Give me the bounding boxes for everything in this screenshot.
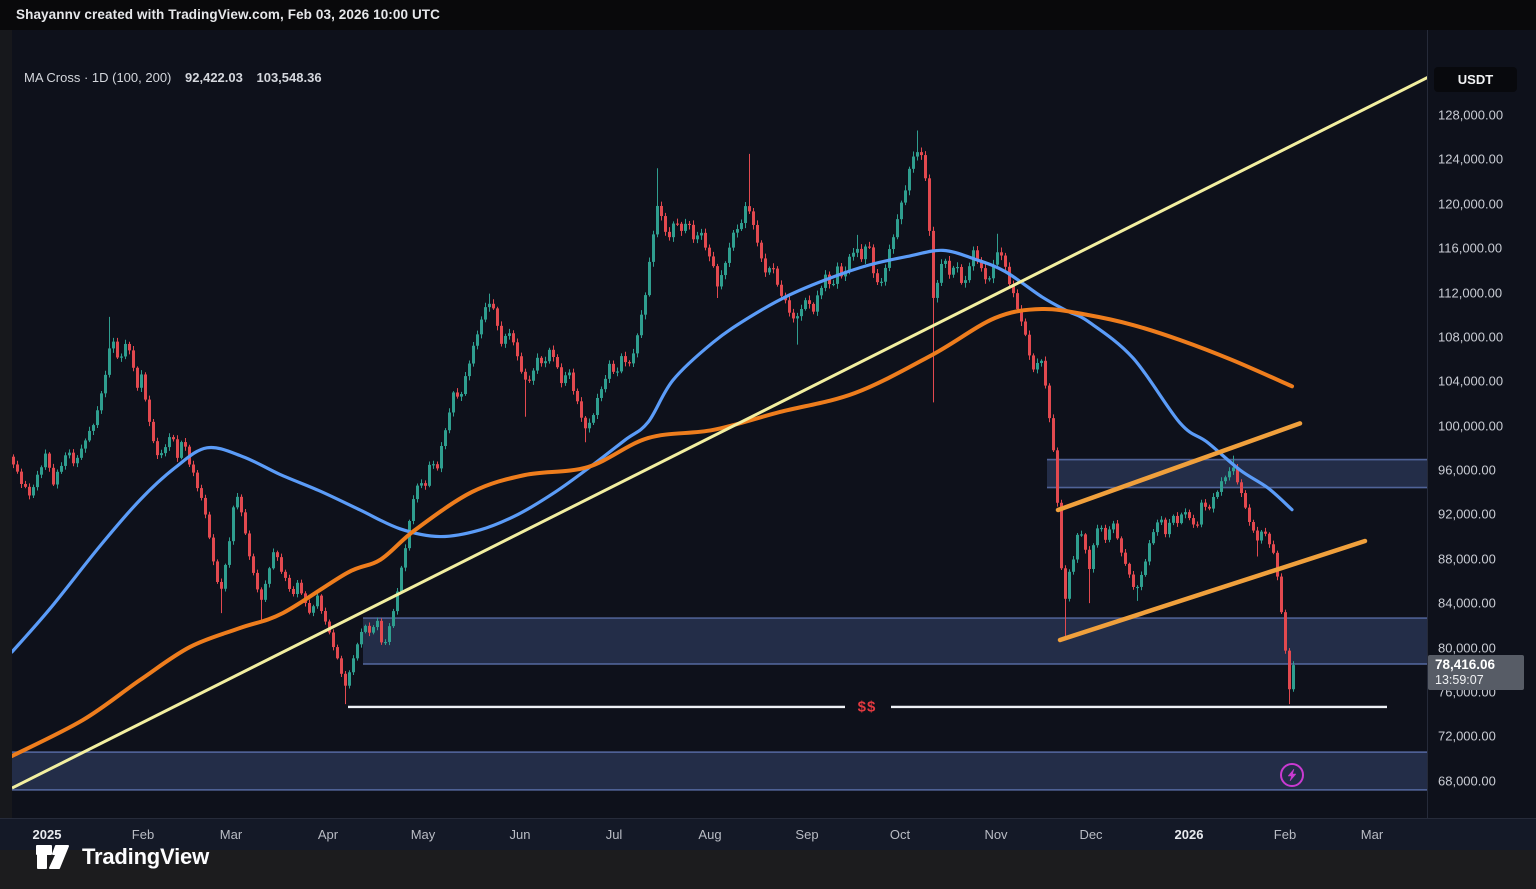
time-scale-label: Sep bbox=[795, 827, 819, 842]
trendline-long-diagonal[interactable] bbox=[11, 69, 1441, 790]
price-scale[interactable]: 128,000.00 124,000.00 120,000.00 116,000.00… bbox=[1427, 30, 1536, 789]
price-scale-label: 112,000.00 bbox=[1438, 285, 1503, 300]
supply-demand-zone[interactable] bbox=[12, 752, 1427, 790]
time-scale-label: Feb bbox=[1273, 827, 1297, 842]
price-scale-label: 84,000.00 bbox=[1438, 595, 1496, 611]
price-scale-label: 92,000.00 bbox=[1438, 506, 1496, 522]
watermark-bar: Shayannv created with TradingView.com, F… bbox=[0, 0, 1536, 30]
time-scale-label: Nov bbox=[984, 827, 1008, 842]
tradingview-logo-text: TradingView bbox=[82, 844, 209, 869]
price-scale-label: 68,000.00 bbox=[1438, 773, 1496, 789]
price-scale-label: 108,000.00 bbox=[1438, 329, 1504, 345]
supply-demand-zone[interactable] bbox=[363, 618, 1427, 665]
time-scale-label: Aug bbox=[698, 827, 722, 842]
currency-toggle-label: USDT bbox=[1457, 72, 1494, 87]
ma-slow-value: 103,548.36 bbox=[256, 70, 322, 85]
watermark-text: Shayannv created with TradingView.com, F… bbox=[16, 7, 441, 22]
footer-bar: TradingView bbox=[0, 844, 1536, 889]
time-scale-label: Oct bbox=[889, 827, 911, 842]
time-scale[interactable]: 2025 Feb Mar Apr May Jun Jul Aug Sep Oct Nov Dec 202… bbox=[0, 818, 1536, 850]
price-scale-label: 104,000.00 bbox=[1438, 373, 1504, 389]
time-scale-label: 2025 bbox=[32, 827, 62, 842]
lightning-icon[interactable] bbox=[1280, 763, 1304, 787]
trendline-lower-channel[interactable] bbox=[1057, 538, 1368, 643]
time-scale-label: 2026 bbox=[1174, 827, 1204, 842]
price-scale-label: 80,000.00 bbox=[1438, 640, 1496, 655]
price-scale-label: 128,000.00 bbox=[1438, 107, 1504, 123]
currency-toggle-button[interactable]: USDT bbox=[1434, 67, 1517, 92]
time-scale-label: Feb bbox=[131, 827, 155, 842]
time-scale-label: Apr bbox=[317, 827, 339, 842]
bar-countdown: 13:59:07 bbox=[1435, 673, 1484, 687]
current-price-value: 78,416.06 bbox=[1435, 657, 1496, 672]
ma-line-ma100[interactable] bbox=[10, 248, 1294, 654]
price-scale-label: 124,000.00 bbox=[1438, 151, 1504, 167]
indicator-title: MA Cross · 1D (100, 200) bbox=[24, 70, 172, 85]
price-scale-label: 116,000.00 bbox=[1438, 240, 1503, 256]
chart-left-gutter bbox=[0, 30, 12, 818]
chart-canvas[interactable] bbox=[0, 30, 1536, 818]
lightning-icon-bolt bbox=[1287, 768, 1297, 782]
trendline-upper-channel[interactable] bbox=[1055, 421, 1303, 513]
ma-fast-value: 92,422.03 bbox=[185, 70, 243, 85]
price-scale-label: 72,000.00 bbox=[1438, 728, 1496, 744]
price-scale-label: 96,000.00 bbox=[1438, 462, 1496, 478]
indicator-legend[interactable]: MA Cross · 1D (100, 200) 92,422.03 103,5… bbox=[24, 70, 322, 85]
tradingview-logo[interactable]: TradingView bbox=[36, 843, 209, 871]
time-scale-label: Dec bbox=[1079, 827, 1103, 842]
time-scale-label: Mar bbox=[1360, 827, 1384, 842]
ma-line-ma200[interactable] bbox=[10, 307, 1294, 759]
tradingview-logo-icon bbox=[36, 845, 69, 869]
time-scale-label: May bbox=[410, 827, 436, 842]
price-scale-label: 100,000.00 bbox=[1438, 418, 1504, 434]
current-price-tag: 78,416.06 13:59:07 bbox=[1428, 655, 1524, 690]
price-scale-label: 120,000.00 bbox=[1438, 196, 1504, 212]
time-scale-label: Jul bbox=[605, 827, 623, 842]
time-scale-label: Jun bbox=[509, 827, 531, 842]
time-scale-label: Mar bbox=[219, 827, 243, 842]
price-scale-label: 88,000.00 bbox=[1438, 551, 1496, 567]
ray-price-label: $$ bbox=[857, 698, 877, 716]
